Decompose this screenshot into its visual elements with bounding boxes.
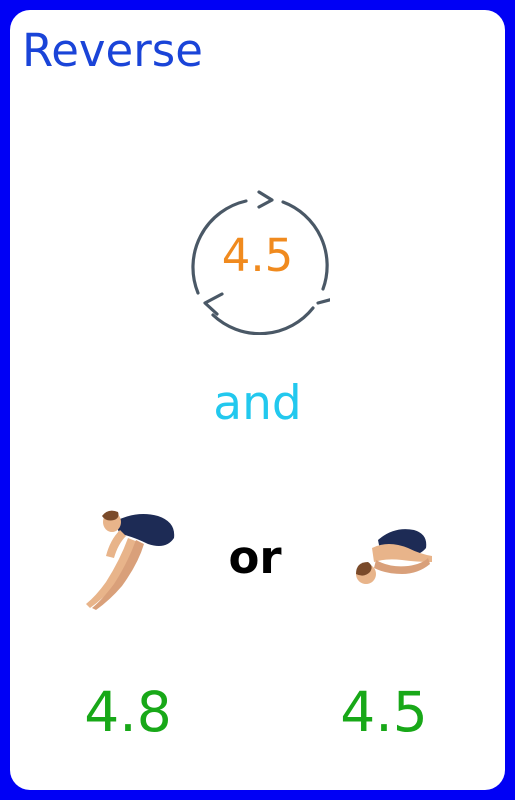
dive-direction-title: Reverse <box>22 24 203 77</box>
and-connector: and <box>213 376 302 431</box>
rotation-group: 4.5 <box>185 175 335 336</box>
pike-diver-icon <box>86 510 175 610</box>
tuck-diver-icon <box>356 529 432 584</box>
pike-score: 4.8 <box>84 680 172 744</box>
tuck-score: 4.5 <box>340 680 428 744</box>
dive-card: Reverse 4.5 and or 4.8 4.5 <box>10 10 505 790</box>
rotation-value: 4.5 <box>221 229 294 282</box>
or-separator: or <box>228 531 282 584</box>
